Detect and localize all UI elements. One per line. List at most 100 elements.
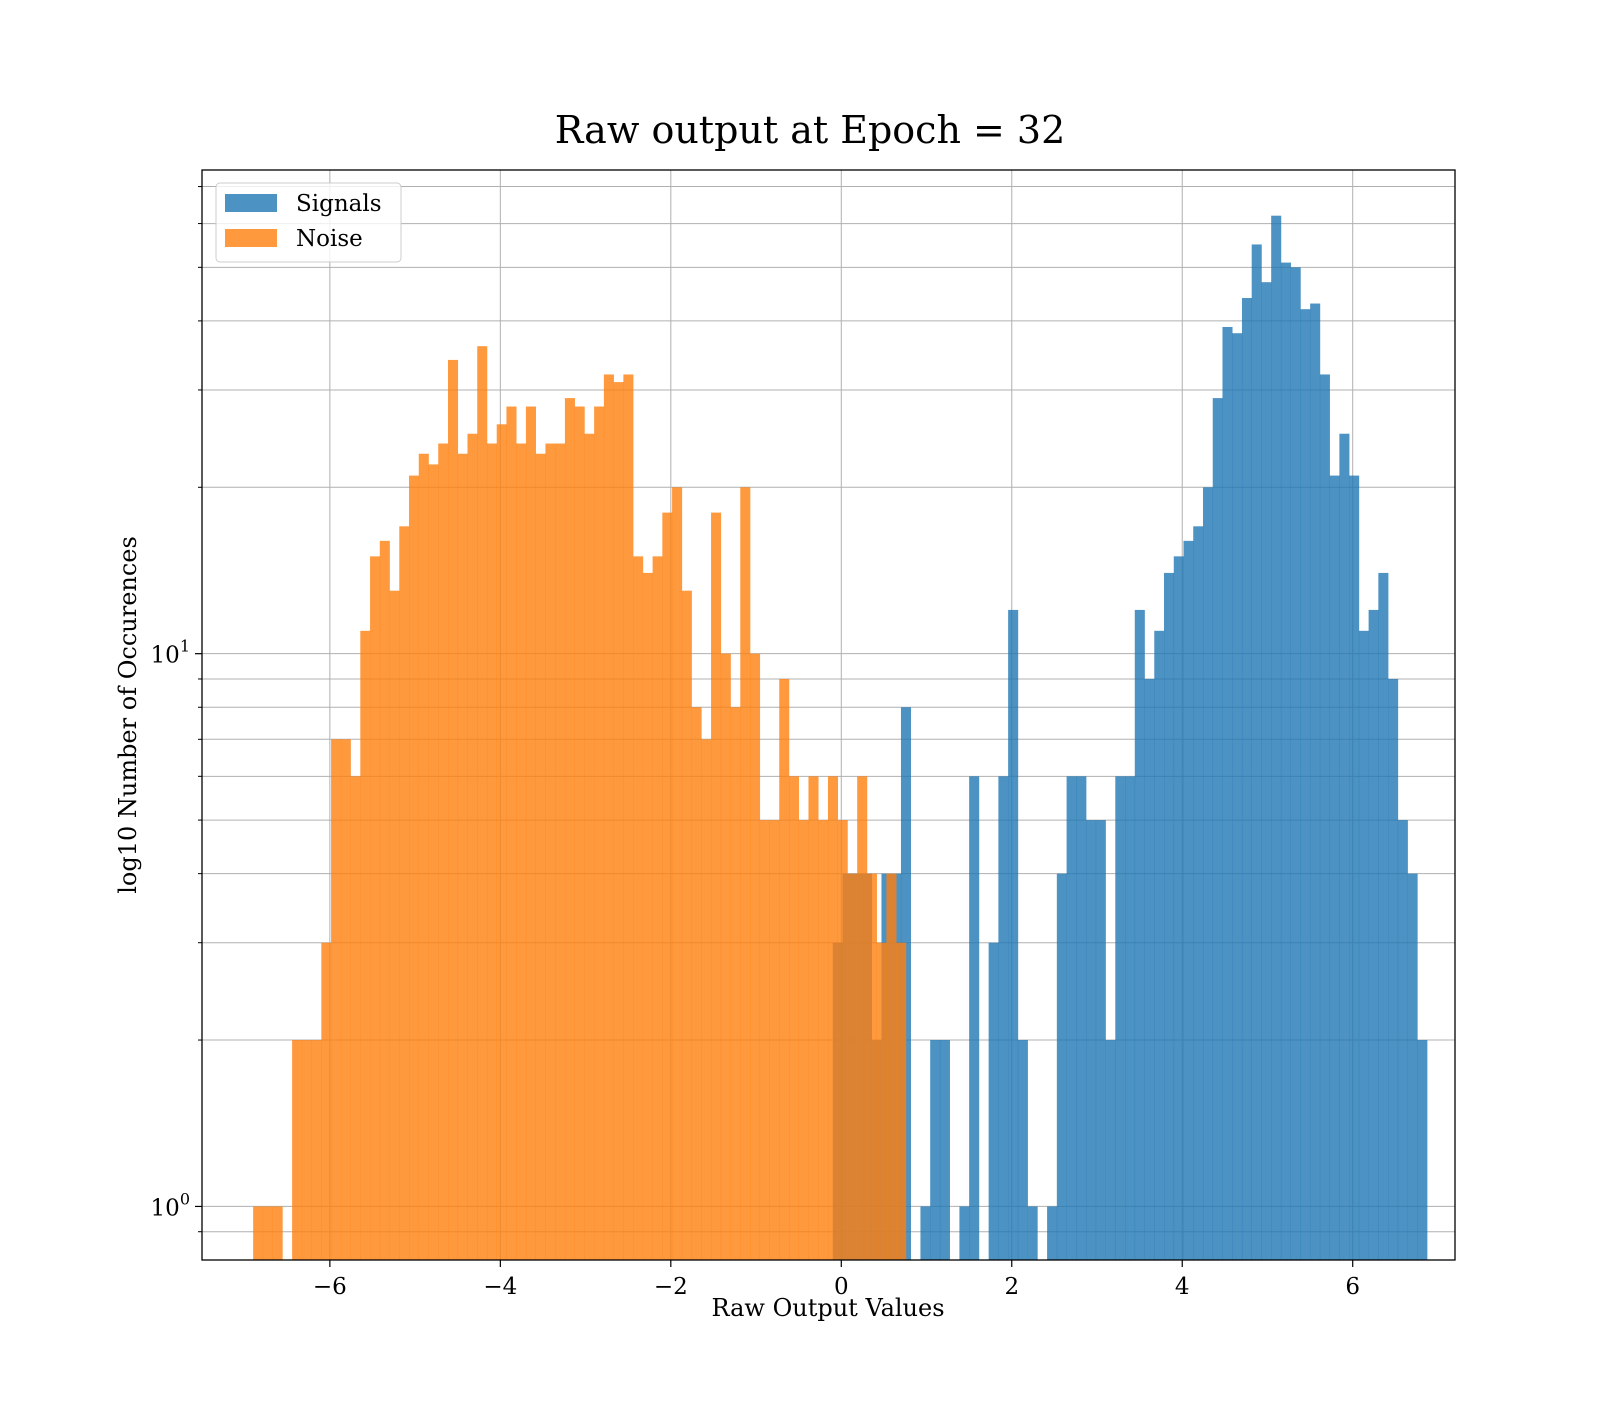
bar-signals [1349,475,1360,1260]
bar-noise [886,873,897,1260]
bar-noise [779,678,790,1260]
bar-noise [642,572,653,1260]
bar-signals [930,1040,941,1260]
y-tick-label: 101 [151,637,190,669]
bar-signals [998,776,1009,1260]
bar-noise [623,374,634,1260]
x-tick-label: −4 [483,1274,517,1300]
bar-noise [467,433,478,1260]
bar-signals [1202,487,1214,1260]
bar-noise [447,359,459,1260]
bar-signals [988,942,999,1260]
bar-signals [1164,572,1175,1260]
legend-swatch-signals [225,194,277,212]
legend: Signals Noise [215,182,402,263]
y-tick-label: 100 [151,1189,190,1221]
bar-noise [321,942,332,1260]
plot-frame [201,169,1456,1261]
bar-noise [701,739,712,1260]
bar-signals [1212,398,1223,1260]
x-tick-label: −2 [654,1274,688,1300]
bar-signals [1086,820,1097,1260]
bar-noise [564,398,575,1260]
bar-signals [1290,267,1301,1260]
bar-signals [1388,678,1399,1260]
bar-noise [486,443,498,1260]
bar-signals [1134,609,1145,1260]
bar-signals [1232,333,1243,1261]
bar-signals [1271,215,1282,1260]
bar-signals [1173,556,1184,1260]
bar-noise [759,820,770,1260]
bar-signals [1407,873,1418,1260]
bar-noise [740,487,751,1260]
bar-noise [652,556,663,1260]
bar-noise [681,590,692,1260]
y-tick-label-exponent: 0 [180,1189,190,1208]
bar-noise [379,540,390,1260]
bar-noise [662,512,673,1260]
bar-noise [633,556,644,1260]
bar-signals [969,776,980,1260]
bar-noise [574,406,585,1260]
bar-noise [418,453,429,1261]
bar-signals [1066,776,1077,1260]
bar-noise [594,406,605,1260]
bar-signals [1310,303,1321,1260]
x-axis-label: Raw Output Values [711,1294,944,1322]
bar-noise [555,443,566,1260]
bar-noise [896,942,907,1260]
bar-noise [262,1206,273,1260]
bar-noise [360,630,371,1260]
bar-signals [1358,630,1369,1260]
bar-noise [370,556,381,1260]
bar-signals [1319,374,1330,1260]
bar-noise [496,424,507,1261]
bar-noise [525,406,536,1260]
bar-noise [857,776,868,1260]
bar-signals [1017,1040,1028,1260]
bar-noise [350,776,361,1260]
bar-noise [603,374,614,1260]
bar-signals [959,1206,970,1260]
bars-layer [253,215,1428,1261]
bar-noise [691,707,702,1260]
bar-signals [1417,1040,1428,1260]
bar-noise [516,443,527,1260]
bar-noise [399,526,410,1260]
y-tick-label-base: 10 [151,643,180,669]
chart-title: Raw output at Epoch = 32 [555,108,1066,152]
bar-signals [1027,1206,1038,1260]
bar-signals [1076,776,1087,1260]
bar-signals [1193,526,1204,1260]
bar-signals [1329,475,1340,1260]
bar-noise [827,776,839,1260]
bar-noise [428,464,439,1260]
bar-signals [1241,298,1252,1260]
bar-signals [920,1206,931,1260]
legend-label-noise: Noise [296,226,363,252]
bar-signals [1339,433,1350,1260]
legend-swatch-noise [225,229,277,247]
y-tick-label-base: 10 [151,1195,180,1221]
bar-noise [331,739,342,1260]
bar-noise [750,653,761,1260]
bar-noise [409,475,420,1260]
bar-noise [545,443,556,1260]
bar-noise [535,453,546,1261]
bar-noise [613,382,624,1260]
x-tick-label: 0 [834,1274,849,1300]
bar-noise [477,346,488,1260]
bar-noise [292,1040,303,1260]
bar-noise [253,1206,264,1260]
bar-noise [730,707,741,1260]
bar-noise [301,1040,312,1260]
bar-signals [1125,776,1136,1260]
x-tick-label: 4 [1175,1274,1190,1300]
bar-noise [818,820,829,1260]
bar-noise [506,406,517,1260]
bar-noise [837,820,848,1260]
bar-signals [1261,282,1272,1261]
